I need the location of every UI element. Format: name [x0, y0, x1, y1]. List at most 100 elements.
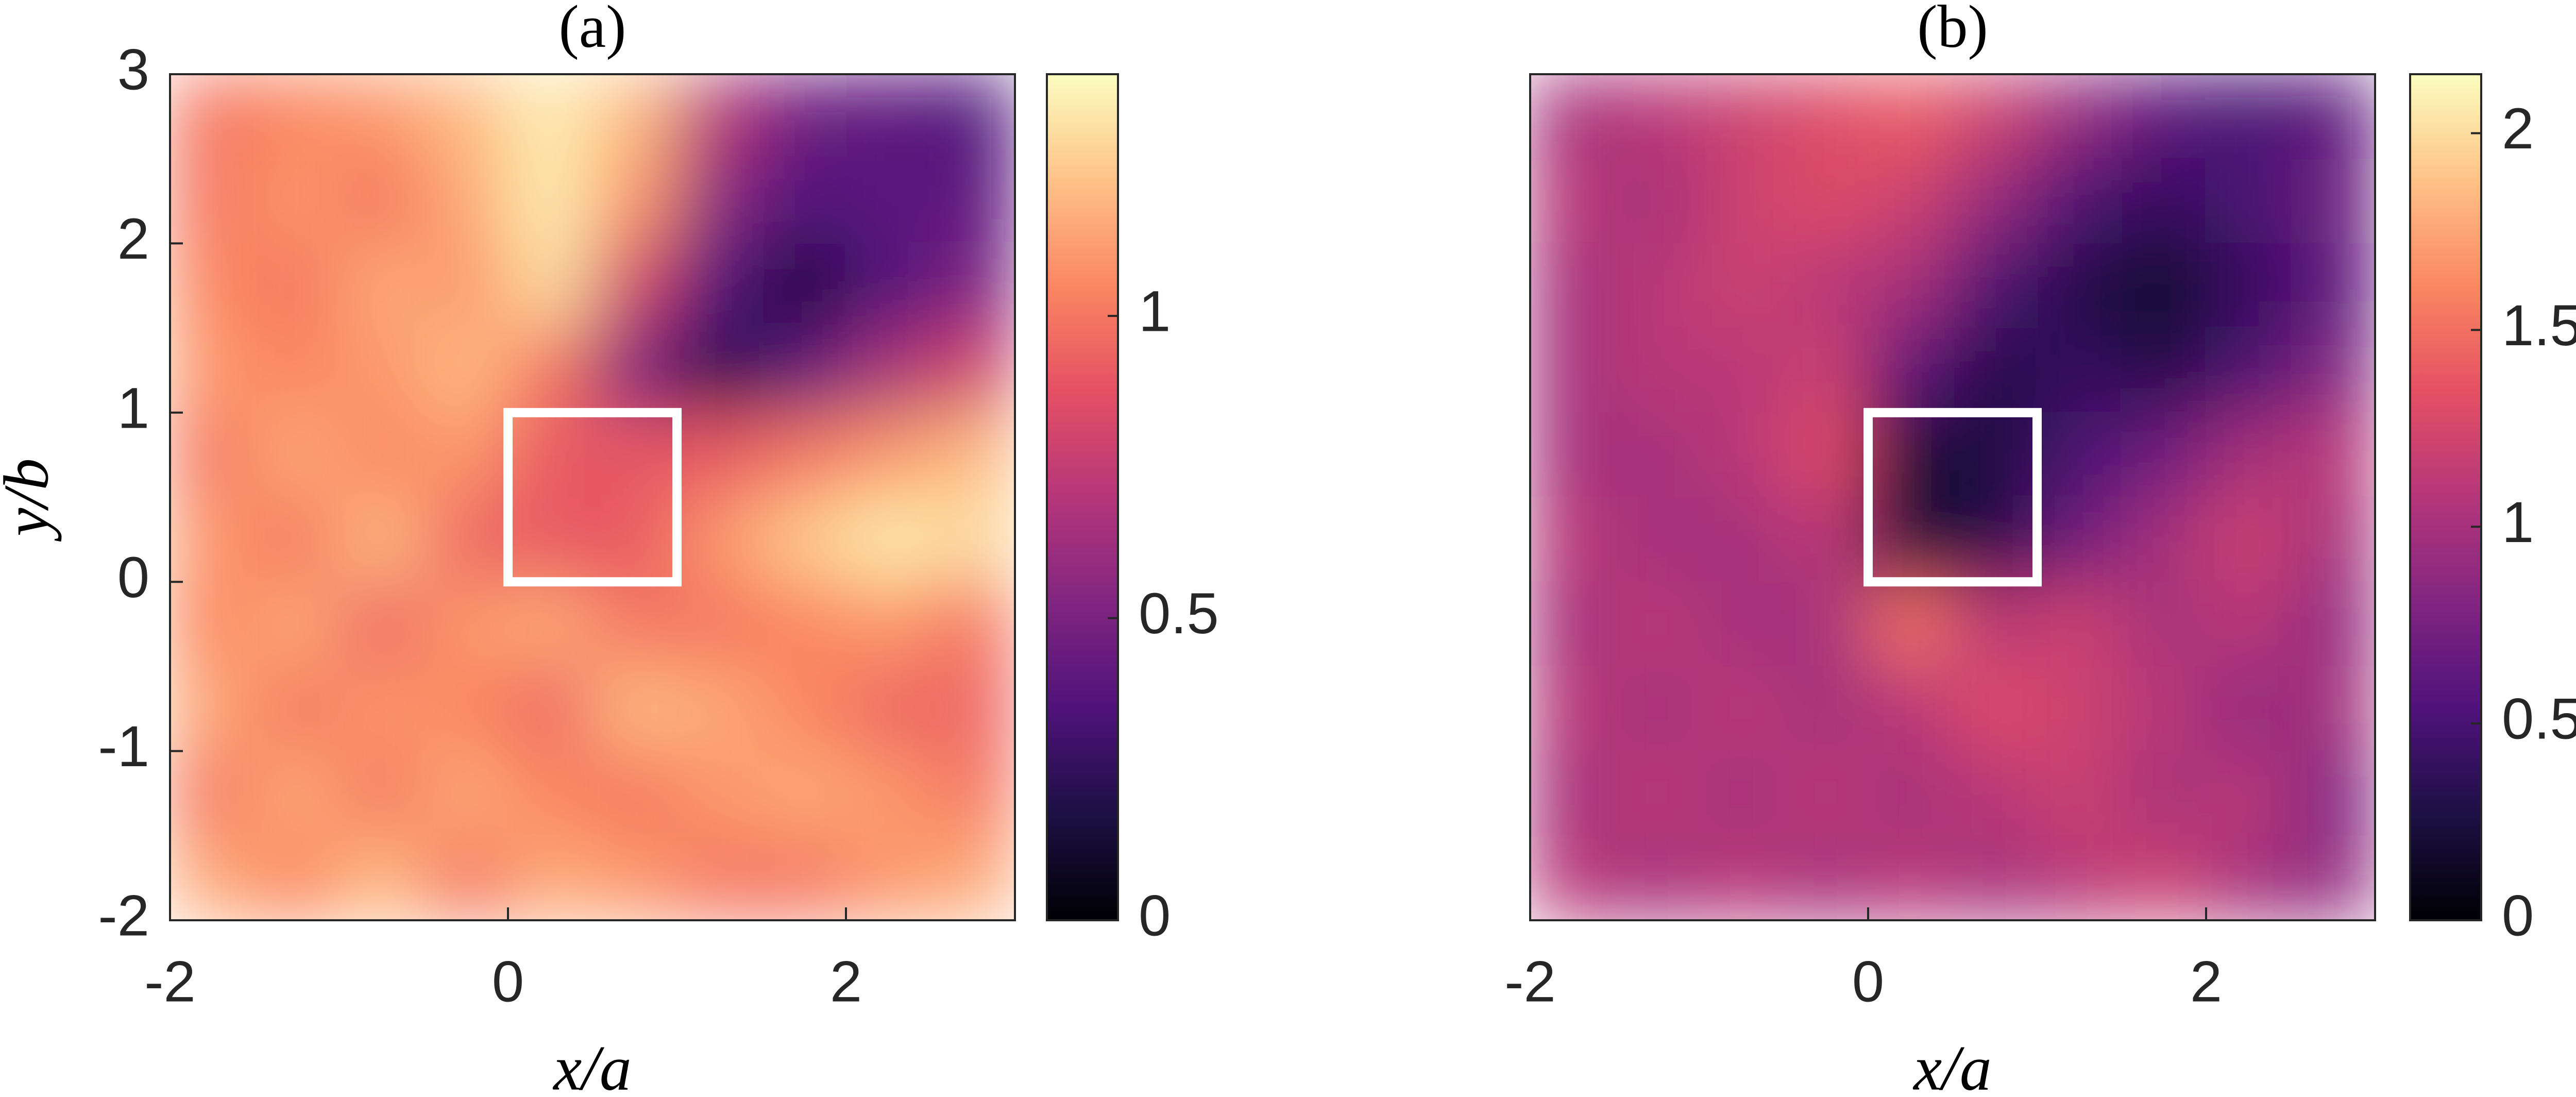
- heatmap: [170, 74, 1015, 920]
- heatmap-cell: [676, 327, 762, 413]
- heatmap-cell: [170, 74, 255, 160]
- panel-title: (b): [1917, 0, 1988, 60]
- heatmap-cell: [254, 327, 340, 413]
- heatmap-cell: [338, 243, 424, 329]
- heatmap-cell: [1614, 74, 1700, 160]
- heatmap-cell: [2206, 581, 2291, 667]
- heatmap-cell: [2037, 327, 2122, 413]
- heatmap-cell: [254, 666, 340, 752]
- heatmap-cell: [1952, 497, 2038, 583]
- heatmap-cell: [423, 412, 509, 498]
- heatmap-cell: [930, 835, 1015, 920]
- colorbar: [2409, 73, 2482, 921]
- heatmap-cell: [1699, 327, 1784, 413]
- heatmap-cell: [761, 666, 846, 752]
- x-tick-label: 2: [830, 950, 862, 1014]
- heatmap-cell: [845, 666, 931, 752]
- heatmap-cell: [592, 412, 677, 498]
- heatmap-cell: [761, 497, 846, 583]
- heatmap-cell: [1614, 412, 1700, 498]
- heatmap-cell: [1530, 835, 1615, 920]
- heatmap-cell: [2037, 158, 2122, 244]
- x-axis-label: x/a: [552, 1033, 632, 1097]
- heatmap-cell: [1614, 243, 1700, 329]
- heatmap-cell: [1868, 327, 1953, 413]
- heatmap-cell: [2037, 750, 2122, 836]
- heatmap-cell: [761, 835, 846, 920]
- heatmap-cell: [254, 412, 340, 498]
- heatmap-cell: [1868, 243, 1953, 329]
- heatmap-cell: [507, 243, 593, 329]
- heatmap-cell: [761, 243, 846, 329]
- heatmap-cell: [592, 581, 677, 667]
- heatmap: [1530, 74, 2375, 920]
- heatmap-cell: [592, 158, 677, 244]
- heatmap-cell: [761, 412, 846, 498]
- heatmap-cell: [338, 666, 424, 752]
- heatmap-cell: [338, 74, 424, 160]
- heatmap-cell: [1783, 158, 1869, 244]
- heatmap-cell: [170, 243, 255, 329]
- heatmap-cell: [254, 243, 340, 329]
- y-tick-label: 0: [117, 545, 149, 610]
- heatmap-cell: [761, 581, 846, 667]
- heatmap-cell: [761, 327, 846, 413]
- plot-frame: [169, 73, 1016, 921]
- heatmap-cell: [2121, 835, 2207, 920]
- heatmap-cell: [507, 412, 593, 498]
- heatmap-cell: [930, 74, 1015, 160]
- heatmap-cell: [1614, 158, 1700, 244]
- heatmap-cell: [254, 750, 340, 836]
- heatmap-cell: [423, 158, 509, 244]
- heatmap-cell: [1783, 327, 1869, 413]
- colorbar-tick-label: 0.5: [2502, 687, 2576, 751]
- colorbar-tick-label: 1: [2502, 490, 2534, 554]
- heatmap-cell: [1530, 750, 1615, 836]
- heatmap-cell: [761, 74, 846, 160]
- heatmap-cell: [2037, 581, 2122, 667]
- plot-frame: [1529, 73, 2376, 921]
- heatmap-cell: [2037, 74, 2122, 160]
- panel-title: (a): [559, 0, 626, 60]
- heatmap-cell: [1530, 412, 1615, 498]
- heatmap-cell: [676, 243, 762, 329]
- heatmap-cell: [1614, 835, 1700, 920]
- heatmap-cell: [170, 327, 255, 413]
- heatmap-cell: [2121, 158, 2207, 244]
- heatmap-cell: [592, 835, 677, 920]
- heatmap-cell: [2206, 158, 2291, 244]
- colorbar-tick-label: 0: [1139, 884, 1171, 948]
- heatmap-cell: [1783, 835, 1869, 920]
- heatmap-cell: [1868, 750, 1953, 836]
- heatmap-cell: [423, 581, 509, 667]
- heatmap-cell: [1699, 243, 1784, 329]
- colorbar: [1046, 73, 1119, 921]
- heatmap-cell: [2206, 750, 2291, 836]
- heatmap-cell: [930, 243, 1015, 329]
- heatmap-cell: [1868, 74, 1953, 160]
- heatmap-cell: [2037, 497, 2122, 583]
- heatmap-cell: [254, 158, 340, 244]
- heatmap-cell: [1614, 497, 1700, 583]
- heatmap-cell: [1614, 666, 1700, 752]
- heatmap-cell: [507, 666, 593, 752]
- heatmap-cell: [2121, 412, 2207, 498]
- heatmap-cell: [2037, 835, 2122, 920]
- heatmap-cell: [1699, 750, 1784, 836]
- heatmap-cell: [1952, 666, 2038, 752]
- heatmap-cell: [1699, 158, 1784, 244]
- scatterer-box: [1863, 408, 2042, 587]
- heatmap-cell: [1952, 74, 2038, 160]
- x-tick-label: 0: [492, 950, 524, 1014]
- heatmap-cell: [845, 497, 931, 583]
- heatmap-cell: [423, 327, 509, 413]
- heatmap-cell: [1868, 666, 1953, 752]
- heatmap-cell: [2037, 412, 2122, 498]
- heatmap-cell: [1868, 581, 1953, 667]
- heatmap-cell: [592, 497, 677, 583]
- heatmap-cell: [930, 327, 1015, 413]
- heatmap-cell: [2206, 327, 2291, 413]
- heatmap-cell: [1952, 243, 2038, 329]
- heatmap-cell: [930, 412, 1015, 498]
- heatmap-cell: [1952, 581, 2038, 667]
